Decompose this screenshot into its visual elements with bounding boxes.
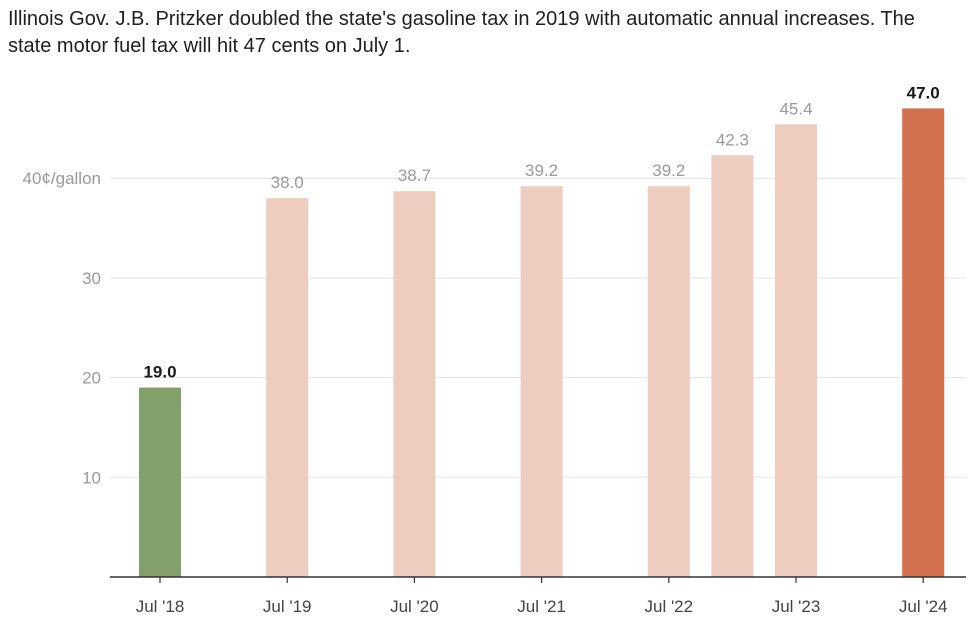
x-tick-label: Jul '18 (136, 597, 185, 616)
data-label: 39.2 (525, 161, 558, 180)
bar (266, 198, 309, 577)
y-tick-label: 10 (82, 468, 101, 487)
x-tick-label: Jul '21 (517, 597, 566, 616)
data-label: 38.0 (271, 173, 304, 192)
data-label: 19.0 (143, 363, 176, 382)
data-label: 47.0 (907, 83, 940, 102)
x-tick-label: Jul '24 (899, 597, 948, 616)
bar (711, 155, 754, 578)
y-tick-label: 20 (82, 369, 101, 388)
y-tick-label: 40¢/gallon (23, 169, 101, 188)
data-label: 38.7 (398, 166, 431, 185)
data-label: 39.2 (652, 161, 685, 180)
data-label: 42.3 (716, 130, 749, 149)
bar (647, 186, 690, 577)
x-tick-label: Jul '22 (644, 597, 693, 616)
bar (902, 108, 945, 577)
chart-title: Illinois Gov. J.B. Pritzker doubled the … (8, 8, 915, 57)
bar (775, 124, 817, 577)
bar (520, 186, 563, 577)
y-tick-label: 30 (82, 269, 101, 288)
bar (139, 387, 181, 577)
x-tick-label: Jul '19 (263, 597, 312, 616)
x-tick-label: Jul '23 (772, 597, 821, 616)
bar (393, 191, 436, 577)
data-label: 45.4 (779, 99, 812, 118)
x-tick-label: Jul '20 (390, 597, 439, 616)
